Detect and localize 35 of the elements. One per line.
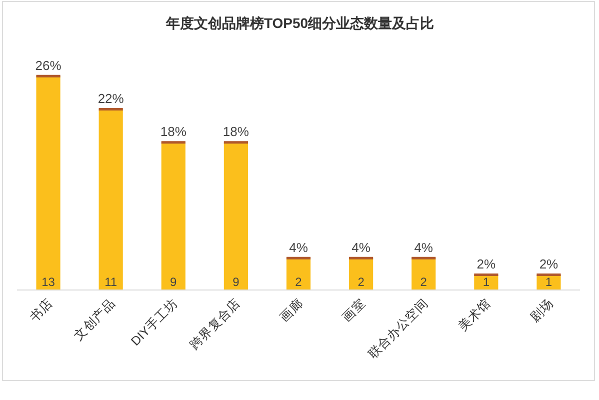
x-tick-label: 美术馆 — [455, 296, 494, 334]
data-label: 2% — [539, 256, 559, 272]
annotation: 2 — [358, 275, 365, 289]
annotation: 2 — [295, 275, 302, 289]
data-label: 4% — [352, 240, 371, 255]
x-tick-label: 文创产品 — [71, 296, 118, 343]
annotation: 1 — [545, 275, 552, 289]
x-tick-label: 联合办公空间 — [366, 296, 431, 362]
bar — [160, 141, 187, 292]
annotation: 9 — [232, 275, 240, 289]
data-label: 22% — [98, 90, 124, 106]
annotation: 1 — [482, 275, 490, 289]
x-tick-label: DIY手工坊 — [128, 296, 181, 348]
annotation: 9 — [170, 275, 178, 289]
data-label: 26% — [35, 58, 62, 73]
bar — [348, 256, 374, 292]
x-tick-label: 跨界复合店 — [186, 296, 244, 352]
bar — [222, 141, 250, 292]
annotation: 11 — [104, 275, 118, 289]
data-label: 4% — [414, 240, 434, 255]
x-tick-label: 书店 — [26, 296, 56, 325]
annotation: 2 — [420, 275, 428, 289]
data-label: 4% — [289, 240, 308, 255]
x-tick-label: 画室 — [339, 296, 368, 325]
data-label: 18% — [160, 124, 187, 140]
x-tick-label: 剧场 — [528, 296, 556, 325]
bar — [410, 256, 437, 292]
annotation: 13 — [42, 275, 56, 289]
bar — [34, 74, 62, 292]
bar — [285, 256, 312, 292]
x-tick-label: 画廊 — [276, 296, 306, 325]
data-label: 18% — [222, 124, 250, 140]
chart-title: 年度文创品牌榜TOP50细分业态数量及占比 — [164, 15, 434, 31]
bar — [98, 108, 124, 292]
data-label: 2% — [476, 256, 496, 272]
